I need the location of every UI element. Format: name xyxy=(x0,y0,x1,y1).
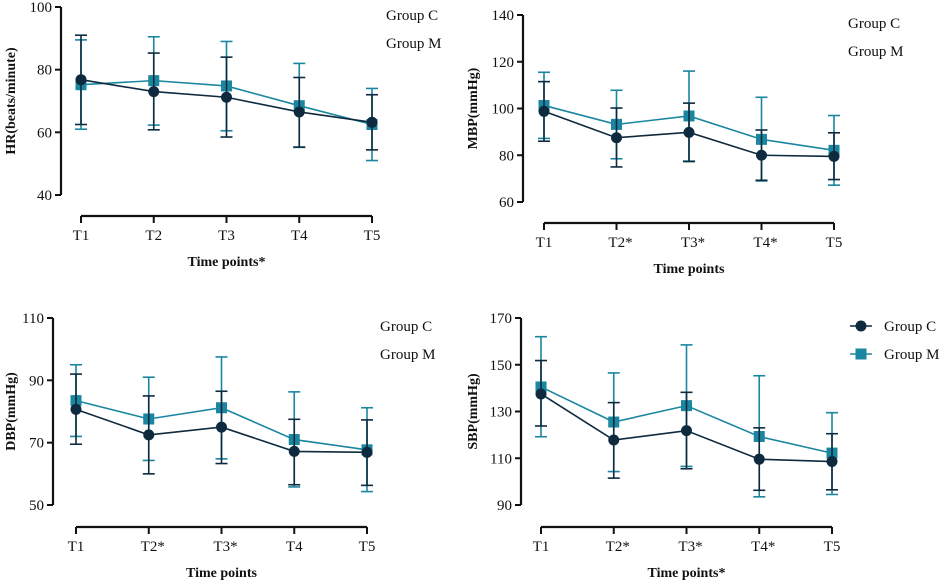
x-tick-label: T1 xyxy=(73,228,90,244)
x-tick-label: T3* xyxy=(213,539,237,555)
data-point xyxy=(148,86,160,98)
panel-dbp: 50 70 90 110 T1 T2* T3* T4 T5 Time points DBP(mmHg… xyxy=(4,311,435,581)
y-axis-label: SBP(mmHg) xyxy=(466,373,481,450)
data-point xyxy=(75,74,87,86)
legend: Group C Group M xyxy=(848,16,903,60)
y-axis-label: DBP(mmHg) xyxy=(4,372,19,451)
data-point xyxy=(828,150,840,162)
x-tick-label: T3* xyxy=(681,235,705,251)
legend-label: Group M xyxy=(848,44,903,60)
x-tick-label: T2 xyxy=(145,228,162,244)
data-point xyxy=(535,388,547,400)
legend: Group C Group M xyxy=(850,319,939,363)
legend-label: Group C xyxy=(380,319,432,335)
data-point xyxy=(683,126,695,138)
x-tick-label: T5 xyxy=(826,235,843,251)
x-tick-label: T4 xyxy=(286,539,303,555)
y-tick-label: 60 xyxy=(499,195,514,211)
x-tick-label: T5 xyxy=(359,539,376,555)
y-axis-label: MBP(mmHg) xyxy=(466,67,481,149)
panel-mbp: 60 80 100 120 140 T1 T2* T3* T4* T5 Time points MBP… xyxy=(466,8,903,277)
legend-label: Group M xyxy=(884,347,939,363)
data-point xyxy=(70,403,82,415)
x-tick-label: T4* xyxy=(751,539,775,555)
legend: Group C Group M xyxy=(386,8,441,52)
y-tick-label: 120 xyxy=(492,55,515,71)
y-tick-label: 110 xyxy=(490,451,512,467)
data-point xyxy=(608,434,620,446)
x-axis-label: Time points* xyxy=(648,566,726,581)
y-tick-label: 110 xyxy=(22,311,44,327)
series-group-c xyxy=(538,80,840,182)
panel-hr: 40 60 80 100 T1 T2 T3 T4 T5 Time points* HR(beats/… xyxy=(4,0,441,270)
legend-label: Group C xyxy=(848,16,900,32)
y-tick-label: 60 xyxy=(37,125,52,141)
data-point xyxy=(143,429,155,441)
panel-sbp: 90 110 130 150 170 T1 T2* T3* T4* T5 Time points* S… xyxy=(466,311,939,581)
data-point xyxy=(366,116,378,128)
x-tick-label: T1 xyxy=(68,539,85,555)
data-point xyxy=(611,132,622,144)
legend-label: Group C xyxy=(386,8,438,24)
legend-label: Group M xyxy=(386,36,441,52)
legend: Group C Group M xyxy=(380,319,435,363)
x-tick-label: T4 xyxy=(291,228,308,244)
x-tick-label: T3* xyxy=(678,539,702,555)
y-tick-label: 90 xyxy=(497,498,512,514)
x-axis-label: Time points xyxy=(186,566,257,581)
x-tick-label: T1 xyxy=(536,235,553,251)
x-tick-label: T4* xyxy=(753,235,777,251)
data-point xyxy=(538,105,550,117)
data-point xyxy=(826,456,838,468)
data-point xyxy=(681,425,692,437)
x-tick-label: T5 xyxy=(824,539,841,555)
y-tick-label: 130 xyxy=(490,405,513,421)
y-tick-label: 80 xyxy=(37,63,52,79)
x-tick-label: T2* xyxy=(141,539,165,555)
legend-marker-square xyxy=(855,348,867,360)
legend-label: Group M xyxy=(380,347,435,363)
x-tick-label: T2* xyxy=(608,235,632,251)
y-axis-label: HR(beats/minute) xyxy=(4,47,19,155)
data-point xyxy=(293,106,305,118)
y-tick-label: 150 xyxy=(490,358,513,374)
series-group-c xyxy=(75,34,378,151)
x-axis-label: Time points* xyxy=(188,255,266,270)
y-tick-label: 40 xyxy=(37,188,52,204)
legend-label: Group C xyxy=(884,319,936,335)
series-group-c xyxy=(535,359,838,492)
y-tick-label: 100 xyxy=(492,102,515,118)
data-point xyxy=(288,445,300,457)
y-tick-label: 170 xyxy=(490,311,513,327)
x-tick-label: T2* xyxy=(606,539,630,555)
x-tick-label: T5 xyxy=(364,228,381,244)
data-point xyxy=(756,149,767,161)
data-point xyxy=(361,446,373,458)
y-tick-label: 80 xyxy=(499,148,514,164)
legend-marker-circle xyxy=(855,320,867,332)
y-tick-label: 50 xyxy=(29,498,44,514)
x-tick-label: T3 xyxy=(218,228,235,244)
y-tick-label: 100 xyxy=(30,0,53,16)
y-tick-label: 90 xyxy=(29,373,44,389)
x-tick-label: T1 xyxy=(533,539,550,555)
data-point xyxy=(753,453,765,465)
data-point xyxy=(216,421,227,433)
x-axis-label: Time points xyxy=(654,262,725,277)
y-tick-label: 70 xyxy=(29,436,44,452)
series-group-c xyxy=(70,373,373,487)
y-tick-label: 140 xyxy=(492,8,515,24)
data-point xyxy=(221,91,232,103)
